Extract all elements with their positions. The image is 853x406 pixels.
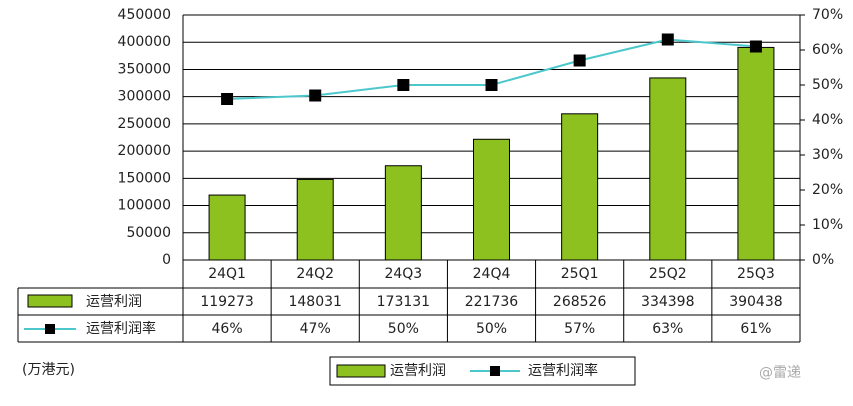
bar [473,138,510,261]
legend-label: 运营利润 [86,294,142,310]
unit-label: (万港元) [22,362,75,378]
line-marker [485,79,498,91]
line-marker [661,33,674,46]
legend-label: 运营利润率 [86,320,156,337]
y2-tick-label: 0% [812,252,834,268]
y-tick-label: 450000 [118,7,171,23]
y2-tick-label: 20% [812,182,843,198]
y-tick-label: 50000 [126,225,171,241]
x-tick-label: 24Q2 [296,266,334,282]
line-marker [397,79,410,91]
bar [561,113,599,261]
y-tick-label: 0 [162,252,171,268]
y-tick-label: 400000 [118,34,171,50]
table-value: 148031 [288,294,341,310]
x-tick-label: 24Q4 [473,266,511,282]
y-tick-label: 250000 [118,116,171,132]
table-value: 57% [564,321,595,337]
y2-tick-label: 70% [812,7,843,23]
table-value: 47% [300,321,331,337]
legend-swatch [336,364,386,378]
y2-tick-label: 10% [812,217,843,233]
line-marker [573,54,586,67]
table-value: 119273 [200,294,253,310]
y2-tick-label: 40% [812,112,843,128]
bar [384,165,422,261]
x-tick-label: 25Q3 [737,266,775,282]
bar [737,46,775,261]
legend-box [329,356,636,386]
x-tick-label: 25Q1 [561,266,599,282]
table-value: 63% [652,321,683,337]
x-tick-label: 24Q3 [384,266,422,282]
y2-tick-label: 60% [812,42,843,58]
table-value: 61% [740,321,771,337]
legend-label: 运营利润率 [528,362,598,379]
table-value: 173131 [377,294,430,310]
table-value: 390438 [729,294,782,310]
table-value: 334398 [641,294,694,310]
line-marker [221,93,234,105]
legend-marker [490,366,500,376]
x-tick-label: 25Q2 [649,266,687,282]
x-tick-label: 24Q1 [208,266,246,282]
legend-label: 运营利润 [390,363,446,379]
legend-swatch [27,294,73,308]
line-marker [749,40,762,53]
table-value: 221736 [465,294,519,310]
y-tick-label: 150000 [118,170,171,186]
y-tick-label: 100000 [118,198,171,214]
bar [296,178,334,261]
line-marker [309,89,322,102]
bar [649,77,687,261]
y2-tick-label: 30% [812,147,843,163]
table-value: 46% [212,321,243,337]
y2-tick-label: 50% [812,77,843,93]
y-tick-label: 300000 [118,89,171,105]
table-value: 50% [476,321,507,337]
table-value: 268526 [553,294,607,310]
legend-marker [45,324,55,334]
table-value: 50% [388,321,419,337]
bar [208,194,246,261]
y-tick-label: 200000 [118,143,171,159]
watermark: @雷递 [759,365,801,381]
y-tick-label: 350000 [118,61,171,77]
